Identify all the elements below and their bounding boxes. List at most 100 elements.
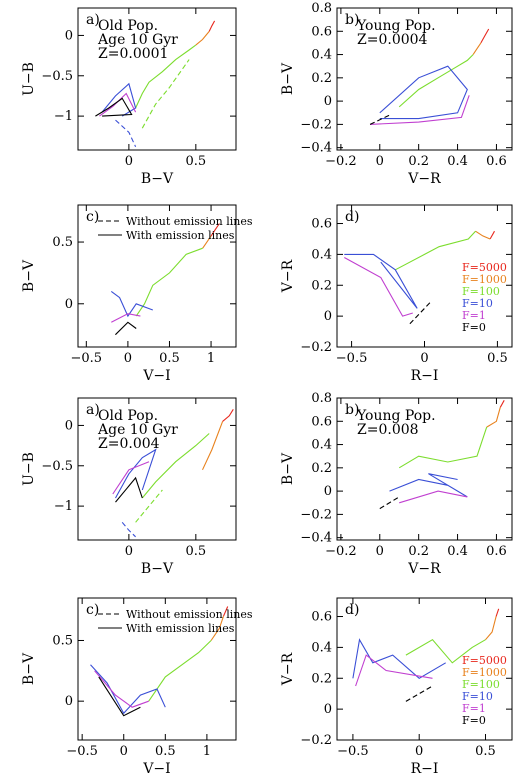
legend-entry: F=1 <box>462 702 486 715</box>
y-tick-label: −0.2 <box>300 733 332 748</box>
series-line-F5000 <box>489 230 495 240</box>
legend-label: Without emission lines <box>126 215 253 228</box>
y-axis-label: B−V <box>21 259 37 292</box>
y-axis-label: V−R <box>280 259 296 293</box>
y-tick-label: 0.4 <box>311 48 332 63</box>
y-tick-label: −0.2 <box>300 340 332 355</box>
series-line-F5000 <box>210 223 220 237</box>
series-line-F1 <box>370 95 470 125</box>
x-tick-label: −0.5 <box>71 351 103 366</box>
y-tick-label: −0.2 <box>300 507 332 522</box>
x-tick-label: 0.6 <box>486 544 507 559</box>
series-line-F100 <box>395 230 476 271</box>
y-axis-label: V−R <box>280 652 296 686</box>
y-tick-label: 0 <box>65 28 73 43</box>
y-tick-label: 0.6 <box>311 414 332 429</box>
x-tick-label: 0 <box>125 154 133 169</box>
series-line-F100 <box>148 640 212 702</box>
panel-label: d) <box>345 602 359 618</box>
series-line-F100 <box>135 44 197 109</box>
x-tick-label: 0 <box>124 351 132 366</box>
x-tick-label: 0 <box>415 744 423 759</box>
x-tick-label: 1 <box>203 744 211 759</box>
series-line-F10 <box>101 82 137 117</box>
series-line-F5000 <box>495 608 500 617</box>
series-line-F1 <box>112 461 150 495</box>
x-tick-label: 0.4 <box>447 544 468 559</box>
x-tick-label: 0.6 <box>486 154 507 169</box>
x-tick-label: 0 <box>376 154 384 169</box>
annotation-text: Age 10 Gyr <box>97 422 178 438</box>
x-axis-label: R−I <box>411 761 439 775</box>
x-axis-label: B−V <box>141 561 174 577</box>
series-line-F0 <box>95 97 133 117</box>
series-line-F0 <box>369 114 390 125</box>
x-tick-label: 0 <box>376 544 384 559</box>
series-line-F5000 <box>499 400 505 408</box>
series-line-F1000 <box>202 235 212 249</box>
y-tick-label: 0.5 <box>52 235 73 250</box>
annotation-text: Old Pop. <box>98 408 158 424</box>
panel-label: a) <box>86 12 100 28</box>
y-tick-label: 0 <box>324 702 332 717</box>
legend-label: Without emission lines <box>126 608 253 621</box>
annotation-text: Z=0.0001 <box>98 46 168 62</box>
plot-frame <box>336 597 513 741</box>
y-tick-label: 0.4 <box>311 640 332 655</box>
series-line-F10 <box>344 253 418 309</box>
chart-p3: −0.5 0 0.5 1 0.5 0 V−I B−V c) Without emission li… <box>21 204 253 384</box>
y-tick-label: 0 <box>65 694 73 709</box>
x-tick-label: 0.2 <box>408 154 429 169</box>
x-tick-label: 0.5 <box>159 351 180 366</box>
x-axis-label: V−R <box>407 171 441 187</box>
legend-entry: F=5000 <box>462 654 507 667</box>
series-line-F10 <box>352 638 446 679</box>
x-axis-label: V−I <box>142 761 170 775</box>
y-axis-label: U−B <box>21 62 37 96</box>
annotation-text: Age 10 Gyr <box>97 32 178 48</box>
series-line-F1000 <box>486 407 501 428</box>
chart-p7: −0.5 0 0.5 1 0.5 0 V−I B−V c) Without emission li… <box>21 597 253 775</box>
series-line-F1 <box>355 654 433 687</box>
series-line-F10 <box>121 521 136 538</box>
y-tick-label: 0.5 <box>52 633 73 648</box>
x-tick-label: 0.5 <box>155 744 176 759</box>
x-axis-label: V−R <box>407 561 441 577</box>
legend-entry: F=1 <box>462 309 486 322</box>
y-tick-label: 0.8 <box>311 1 332 16</box>
y-axis-label: B−V <box>21 652 37 685</box>
series-line-F0 <box>379 496 400 510</box>
plot-frame <box>336 397 513 541</box>
series-line-F5000 <box>222 409 234 422</box>
y-tick-label: 0 <box>324 94 332 109</box>
annotation-text: Z=0.008 <box>357 422 419 438</box>
x-tick-label: 0 <box>120 744 128 759</box>
chart-p5: 0 0.5 0 −0.5 −1 B−V U−B a)Old Pop.Age 10 GyrZ=0… <box>21 397 237 577</box>
y-tick-label: 0.2 <box>311 461 332 476</box>
legend-entry: F=1000 <box>462 666 507 679</box>
series-line-F1000 <box>475 230 491 240</box>
annotation-text: Old Pop. <box>98 18 158 34</box>
y-tick-label: −0.4 <box>300 141 332 156</box>
y-tick-label: −0.2 <box>300 117 332 132</box>
x-tick-label: 0.4 <box>447 154 468 169</box>
y-tick-label: 0.6 <box>311 217 332 232</box>
y-axis-label: B−V <box>280 62 296 95</box>
x-axis-label: R−I <box>411 368 439 384</box>
annotation-text: Young Pop. <box>356 18 436 34</box>
series-line-F10 <box>115 119 137 148</box>
y-tick-label: 0 <box>65 297 73 312</box>
x-tick-label: −0.5 <box>337 744 369 759</box>
series-line-F0 <box>409 300 433 325</box>
series-line-F100 <box>141 433 210 499</box>
series-line-F100 <box>135 247 203 317</box>
plot-frame <box>77 7 237 151</box>
chart-p8: −0.5 0 0.50.60.40.20−0.2R−IV−Rd)F=5000F=10… <box>280 597 513 775</box>
chart-p2: −0.2 0 0.2 0.4 0.60.80.60.40.20−0.2−0.4V−RB−… <box>280 1 513 187</box>
legend-label: With emission lines <box>126 229 235 242</box>
series-line-F1 <box>111 313 141 323</box>
annotation-text: Young Pop. <box>356 408 436 424</box>
panel-label: a) <box>86 402 100 418</box>
annotation-text: Z=0.004 <box>98 436 160 452</box>
